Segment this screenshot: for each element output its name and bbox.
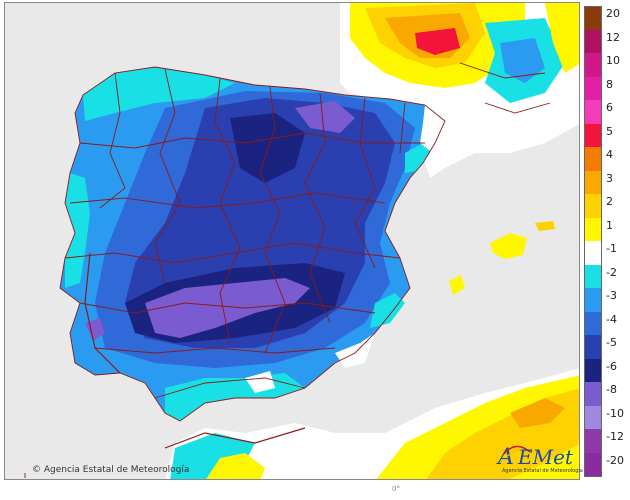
iberia-white-southeast xyxy=(245,333,375,393)
legend-label: -4 xyxy=(606,312,617,326)
map-frame xyxy=(4,2,580,480)
legend-label: -1 xyxy=(606,242,617,255)
legend-swatch xyxy=(584,6,602,30)
aemet-logo: A EMet xyxy=(496,445,574,470)
africa-orange-spots xyxy=(510,398,565,428)
legend-label: -8 xyxy=(606,383,617,396)
legend-swatch xyxy=(584,288,602,312)
legend-swatch xyxy=(584,429,602,453)
legend-label: 10 xyxy=(606,54,620,67)
legend-label: 8 xyxy=(606,77,613,91)
legend-swatch xyxy=(584,217,602,242)
legend-swatch xyxy=(584,123,602,148)
legend-label: -3 xyxy=(606,289,617,302)
legend-label: 6 xyxy=(606,101,613,114)
mallorca-island xyxy=(490,233,527,259)
legend-label: 1 xyxy=(606,218,613,232)
legend-swatch xyxy=(584,452,602,477)
legend-swatch xyxy=(584,29,602,54)
iberia-band-minus8 xyxy=(85,101,355,341)
legend-label: 4 xyxy=(606,148,613,161)
svg-text:A: A xyxy=(496,445,514,470)
france-hottest-spot xyxy=(415,28,460,55)
iberia-cyan-north xyxy=(83,67,235,121)
legend-label: -12 xyxy=(606,430,624,443)
legend-label: 5 xyxy=(606,124,613,138)
legend-label: -2 xyxy=(606,265,617,279)
menorca-island xyxy=(535,221,555,231)
legend-swatch xyxy=(584,100,602,124)
legend-label: 20 xyxy=(606,7,620,20)
legend-swatch xyxy=(584,194,602,218)
iberia-cyan-east xyxy=(370,143,430,328)
longitude-label: 0° xyxy=(392,485,400,493)
france-yellow-east xyxy=(545,3,579,73)
legend-swatch xyxy=(584,311,602,336)
ibiza-island xyxy=(449,275,465,295)
legend-label: -6 xyxy=(606,359,617,373)
legend-swatch xyxy=(584,405,602,430)
anomaly-map xyxy=(5,3,579,479)
legend-label: -20 xyxy=(606,453,624,467)
legend-swatch xyxy=(584,335,602,359)
legend-label: -10 xyxy=(606,406,624,420)
legend-swatch xyxy=(584,382,602,406)
africa-yellow-west xyxy=(206,453,265,479)
legend-label: -5 xyxy=(606,336,617,349)
province-borders xyxy=(24,62,551,478)
legend-swatch xyxy=(584,241,602,265)
country-borders xyxy=(84,252,306,449)
legend-swatch xyxy=(584,53,602,77)
svg-text:EMet: EMet xyxy=(517,445,574,469)
legend-label: 12 xyxy=(606,30,620,44)
legend-swatch xyxy=(584,170,602,195)
legend-swatch xyxy=(584,76,602,101)
legend-swatch xyxy=(584,358,602,383)
legend-label: 3 xyxy=(606,171,613,185)
legend-swatch xyxy=(584,147,602,171)
legend-swatch xyxy=(584,264,602,289)
color-legend: 20 12 10 8 6 5 4 3 2 1 -1 -2 -3 -4 -5 -6 -8 -10 -12 -20 xyxy=(582,6,630,477)
logo-subtitle: Agencia Estatal de Meteorología xyxy=(502,468,583,474)
france-blue-patch xyxy=(500,38,545,83)
legend-label: 2 xyxy=(606,195,613,208)
copyright-notice: © Agencia Estatal de Meteorología xyxy=(32,465,190,475)
